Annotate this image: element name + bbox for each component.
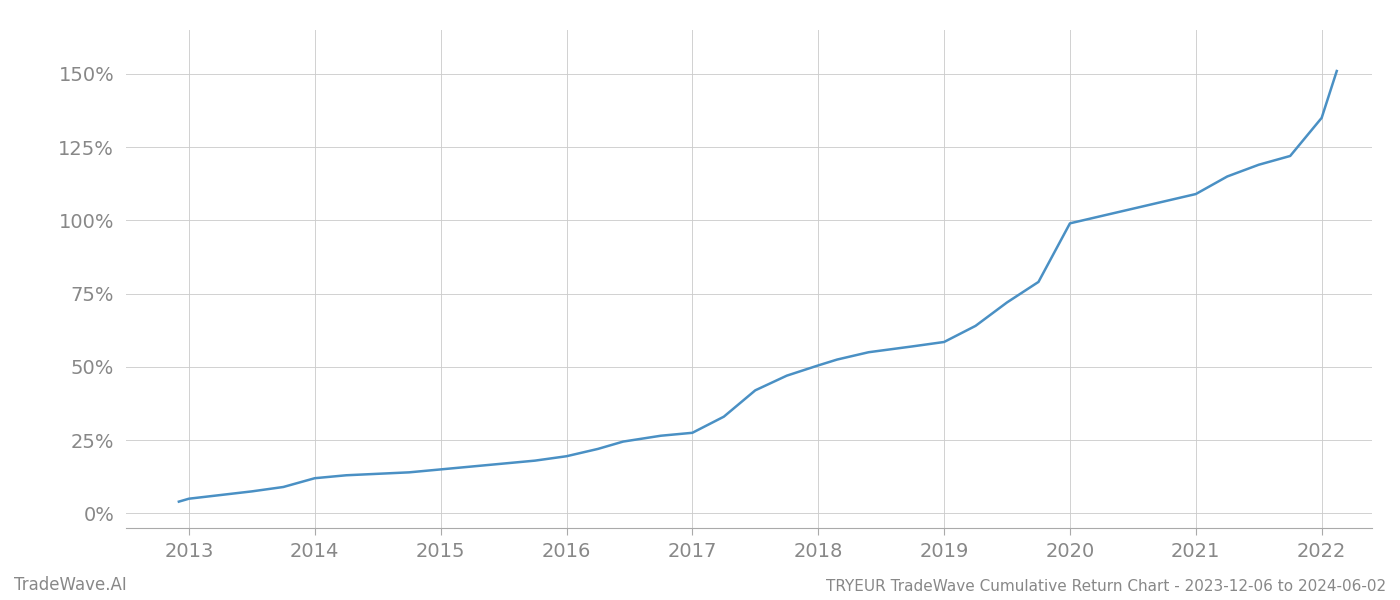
Text: TradeWave.AI: TradeWave.AI (14, 576, 127, 594)
Text: TRYEUR TradeWave Cumulative Return Chart - 2023-12-06 to 2024-06-02: TRYEUR TradeWave Cumulative Return Chart… (826, 579, 1386, 594)
